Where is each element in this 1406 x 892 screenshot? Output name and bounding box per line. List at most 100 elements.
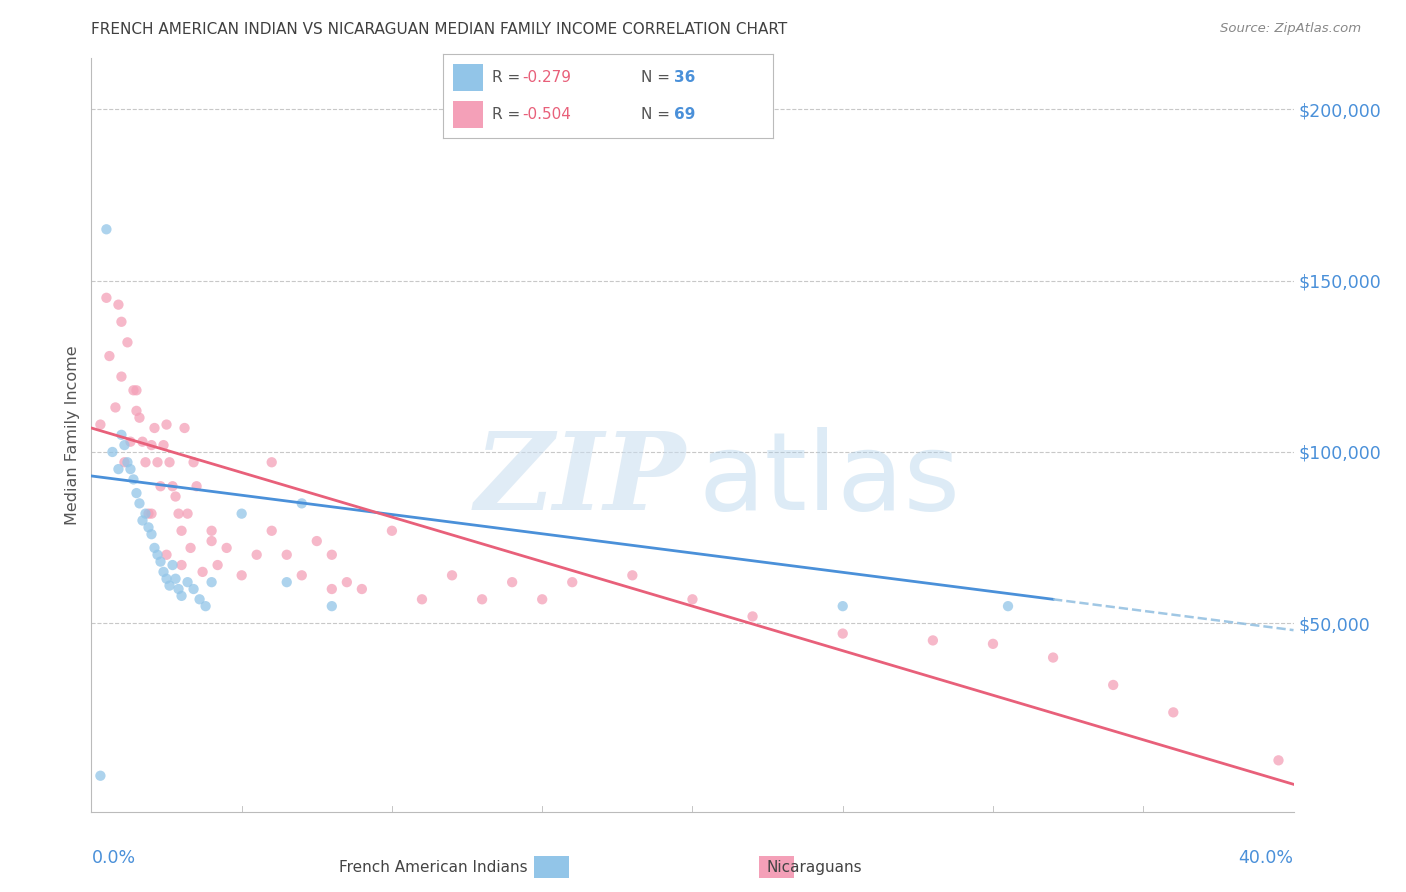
Point: [180, 541, 202, 555]
Point: [170, 589, 193, 603]
Point: [107, 298, 129, 312]
Point: [89, 417, 111, 432]
Point: [681, 592, 703, 607]
Text: Nicaraguans: Nicaraguans: [766, 860, 862, 874]
Point: [125, 384, 148, 398]
Point: [471, 592, 494, 607]
Point: [122, 384, 145, 398]
Point: [176, 575, 198, 590]
FancyBboxPatch shape: [453, 101, 482, 128]
Point: [141, 507, 163, 521]
Point: [260, 455, 283, 469]
Point: [194, 599, 217, 614]
Point: [162, 558, 184, 572]
Point: [305, 534, 328, 549]
Point: [110, 315, 132, 329]
Text: FRENCH AMERICAN INDIAN VS NICARAGUAN MEDIAN FAMILY INCOME CORRELATION CHART: FRENCH AMERICAN INDIAN VS NICARAGUAN MED…: [91, 22, 787, 37]
Point: [117, 455, 139, 469]
Text: 40.0%: 40.0%: [1239, 849, 1294, 867]
Point: [922, 633, 945, 648]
Text: -0.504: -0.504: [522, 107, 571, 122]
Point: [191, 565, 214, 579]
Point: [321, 548, 343, 562]
Point: [110, 428, 132, 442]
Text: 69: 69: [675, 107, 696, 122]
Point: [159, 579, 181, 593]
Y-axis label: Median Family Income: Median Family Income: [65, 345, 80, 524]
Point: [131, 514, 153, 528]
Point: [531, 592, 554, 607]
Point: [110, 369, 132, 384]
Text: N =: N =: [641, 70, 675, 85]
Text: ZIP: ZIP: [475, 427, 686, 533]
Point: [146, 548, 169, 562]
Point: [831, 599, 853, 614]
Point: [291, 568, 314, 582]
Point: [134, 455, 156, 469]
Point: [104, 401, 127, 415]
Point: [128, 496, 150, 510]
Point: [1161, 706, 1184, 720]
Point: [159, 455, 181, 469]
Point: [117, 335, 139, 350]
Text: N =: N =: [641, 107, 675, 122]
Point: [411, 592, 433, 607]
Point: [134, 507, 156, 521]
Point: [231, 507, 253, 521]
Point: [107, 462, 129, 476]
Point: [231, 568, 253, 582]
Text: Source: ZipAtlas.com: Source: ZipAtlas.com: [1220, 22, 1361, 36]
Point: [201, 575, 224, 590]
Point: [1042, 650, 1064, 665]
Point: [336, 575, 359, 590]
Point: [128, 410, 150, 425]
Point: [440, 568, 463, 582]
Point: [276, 548, 298, 562]
Point: [246, 548, 269, 562]
Point: [831, 626, 853, 640]
FancyBboxPatch shape: [453, 63, 482, 91]
Text: 36: 36: [675, 70, 696, 85]
Point: [101, 445, 124, 459]
Point: [143, 541, 166, 555]
Point: [321, 582, 343, 596]
Point: [501, 575, 523, 590]
Point: [149, 555, 172, 569]
Point: [207, 558, 229, 572]
Point: [173, 421, 195, 435]
Point: [114, 455, 136, 469]
Point: [321, 599, 343, 614]
Point: [122, 472, 145, 486]
Point: [170, 558, 193, 572]
Text: R =: R =: [492, 70, 526, 85]
Point: [276, 575, 298, 590]
Point: [155, 572, 177, 586]
Point: [141, 438, 163, 452]
Text: atlas: atlas: [699, 427, 960, 533]
Text: 0.0%: 0.0%: [91, 849, 135, 867]
Point: [146, 455, 169, 469]
Point: [167, 507, 190, 521]
Point: [381, 524, 404, 538]
Point: [143, 421, 166, 435]
Point: [186, 479, 208, 493]
Point: [183, 455, 205, 469]
Point: [260, 524, 283, 538]
Point: [997, 599, 1019, 614]
Point: [125, 486, 148, 500]
Point: [149, 479, 172, 493]
Point: [96, 222, 118, 236]
Point: [131, 434, 153, 449]
Text: R =: R =: [492, 107, 526, 122]
Point: [291, 496, 314, 510]
Point: [155, 417, 177, 432]
Point: [152, 438, 174, 452]
Point: [176, 507, 198, 521]
Point: [167, 582, 190, 596]
Point: [98, 349, 121, 363]
Point: [114, 438, 136, 452]
Point: [350, 582, 373, 596]
Text: French American Indians: French American Indians: [339, 860, 527, 874]
Point: [141, 527, 163, 541]
Text: -0.279: -0.279: [522, 70, 571, 85]
